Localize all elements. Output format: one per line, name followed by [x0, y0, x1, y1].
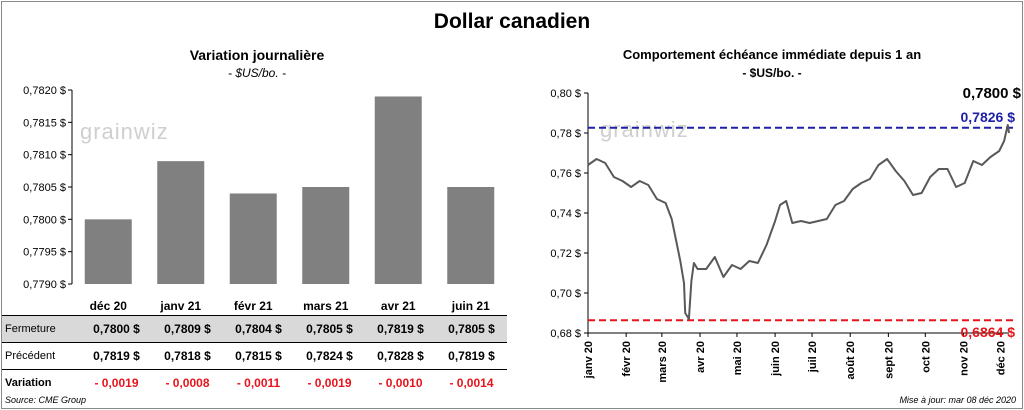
x-tick-label: sept 20	[883, 341, 895, 379]
page-title: Dollar canadien	[433, 10, 591, 33]
x-tick-label: mai 20	[732, 341, 744, 375]
source-note: Source: CME Group	[5, 395, 87, 405]
price-table: Fermeture 0,7800 $ 0,7809 $ 0,7804 $ 0,7…	[2, 315, 507, 396]
x-tick-label: août 20	[845, 341, 857, 380]
close-cell: 0,7809 $	[152, 315, 223, 343]
y-tick-label: 0,7795 $	[23, 247, 66, 259]
update-note: Mise à jour: mar 08 déc 2020	[899, 395, 1016, 405]
x-tick-label: avr 20	[695, 341, 707, 373]
y-tick-label: 0,74 $	[550, 208, 581, 220]
x-tick-label: janv 21	[159, 299, 201, 313]
last-value-label: 0,7800 $	[963, 85, 1022, 102]
price-series-line	[587, 124, 1010, 320]
previous-cell: 0,7824 $	[294, 342, 365, 370]
variation-cell: - 0,0019	[94, 376, 139, 390]
y-tick-label: 0,72 $	[550, 248, 581, 260]
table-row-variation: Variation - 0,0019 - 0,0008 - 0,0011 - 0…	[2, 370, 507, 397]
y-tick-label: 0,68 $	[550, 328, 581, 340]
bar	[229, 193, 277, 284]
left-watermark-logo: grainwiz	[80, 119, 169, 144]
x-tick-label: déc 20	[90, 299, 128, 313]
x-tick-label: mars 21	[303, 299, 349, 313]
previous-cell: 0,7818 $	[152, 342, 223, 370]
close-cell: 0,7819 $	[365, 315, 436, 343]
x-tick-label: mars 20	[657, 341, 669, 383]
x-tick-label: janv 20	[583, 341, 595, 379]
y-tick-label: 0,7800 $	[23, 214, 66, 226]
table-row-close: Fermeture 0,7800 $ 0,7809 $ 0,7804 $ 0,7…	[2, 315, 507, 343]
y-tick-label: 0,7790 $	[23, 279, 66, 291]
daily-variation-bar-chart: 0,7790 $ 0,7795 $ 0,7800 $ 0,7805 $ 0,7810 $…	[23, 85, 495, 313]
left-chart-unit: - $US/bo. -	[227, 66, 287, 80]
x-tick-label: févr 21	[234, 299, 273, 313]
previous-cell: 0,7815 $	[223, 342, 294, 370]
close-cell: 0,7805 $	[294, 315, 365, 343]
left-chart-title: Variation journalière	[189, 47, 325, 63]
y-tick-label: 0,7815 $	[23, 117, 66, 129]
previous-cell: 0,7819 $	[81, 342, 152, 370]
right-chart-unit: - $US/bo. -	[742, 66, 802, 80]
variation-cell: - 0,0011	[236, 376, 281, 390]
close-cell: 0,7804 $	[223, 315, 294, 343]
y-tick-label: 0,70 $	[550, 288, 581, 300]
y-tick-label: 0,7805 $	[23, 182, 66, 194]
row-label-close: Fermeture	[2, 315, 81, 343]
x-tick-label: avr 21	[381, 299, 416, 313]
low-reference-label: 0,6864 $	[961, 324, 1016, 340]
one-year-line-chart: 0,68 $ 0,70 $ 0,72 $ 0,74 $ 0,76 $ 0,78 $ 0,80…	[550, 85, 1022, 383]
right-watermark-logo: grainwiz	[600, 117, 689, 142]
table-row-previous: Précédent 0,7819 $ 0,7818 $ 0,7815 $ 0,7…	[2, 342, 507, 370]
close-cell: 0,7805 $	[436, 315, 507, 343]
close-cell: 0,7800 $	[81, 315, 152, 343]
y-tick-label: 0,78 $	[550, 128, 581, 140]
bar	[447, 187, 495, 284]
row-label-variation: Variation	[5, 377, 52, 389]
bar	[302, 187, 350, 284]
x-tick-label: oct 20	[920, 341, 932, 373]
y-tick-label: 0,76 $	[550, 168, 581, 180]
y-tick-label: 0,7820 $	[23, 85, 66, 97]
bar	[84, 219, 132, 284]
variation-cell: - 0,0008	[165, 376, 210, 390]
bar	[374, 96, 422, 284]
y-tick-label: 0,80 $	[550, 88, 581, 100]
x-tick-label: juin 21	[451, 299, 490, 313]
row-label-previous: Précédent	[2, 342, 81, 370]
previous-cell: 0,7819 $	[436, 342, 507, 370]
x-tick-label: juin 20	[770, 341, 782, 377]
variation-cell: - 0,0010	[378, 376, 423, 390]
x-tick-label: févr 20	[621, 341, 633, 376]
variation-cell: - 0,0014	[449, 376, 494, 390]
variation-cell: - 0,0019	[307, 376, 352, 390]
bar	[157, 161, 205, 284]
x-tick-label: juil 20	[807, 341, 819, 373]
x-tick-label: déc 20	[995, 341, 1007, 375]
right-chart-title: Comportement échéance immédiate depuis 1…	[622, 47, 922, 62]
high-reference-label: 0,7826 $	[961, 109, 1016, 125]
x-tick-label: nov 20	[958, 341, 970, 376]
previous-cell: 0,7828 $	[365, 342, 436, 370]
y-tick-label: 0,7810 $	[23, 150, 66, 162]
